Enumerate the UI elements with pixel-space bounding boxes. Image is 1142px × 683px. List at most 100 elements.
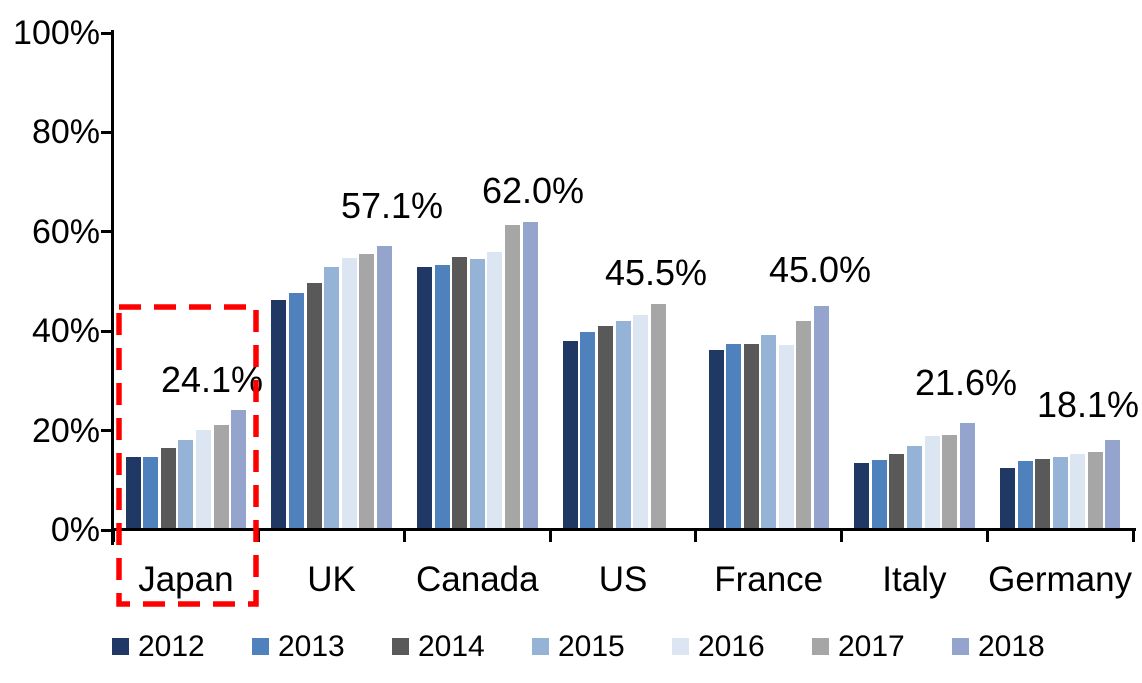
data-label-france: 45.0% [768,249,872,290]
category-label-italy: Italy [882,560,947,599]
legend-item-2014: 2014 [392,630,485,664]
x-tick-2 [402,530,406,542]
bar-2012-uk [271,300,287,530]
bar-2013-uk [288,293,304,530]
category-label-japan: Japan [138,560,234,599]
bar-2015-france [761,334,777,530]
category-label-uk: UK [307,560,356,599]
bar-2018-germany [1105,440,1121,530]
bar-2016-canada [487,251,503,530]
bar-2012-canada [417,266,433,530]
bar-2018-uk [376,246,392,530]
bar-2015-uk [324,267,340,530]
y-axis-line [111,30,114,545]
bar-2014-uk [306,283,322,530]
legend-item-2017: 2017 [812,630,905,664]
bar-2016-us [633,314,649,530]
y-axis-label-60: 60% [31,212,100,251]
bar-2012-japan [125,456,141,530]
bar-2014-us [597,326,613,530]
legend-swatch-2015 [532,638,549,655]
bar-2015-japan [178,440,194,530]
bar-2013-japan [143,456,159,530]
y-axis-label-100: 100% [13,14,100,52]
x-axis-line [111,528,1136,531]
bar-2017-germany [1087,451,1103,530]
legend-label-2018: 2018 [978,630,1045,663]
y-tick-60 [101,230,113,234]
x-tick-5 [840,530,844,542]
bar-2014-france [743,343,759,530]
y-tick-80 [101,130,113,134]
legend-label-2017: 2017 [838,630,905,663]
legend-swatch-2017 [812,638,829,655]
bar-2013-canada [434,265,450,530]
legend-item-2016: 2016 [672,630,765,664]
y-tick-40 [101,329,113,333]
x-tick-3 [548,530,552,542]
bar-2013-germany [1017,460,1033,530]
bar-2016-france [778,344,794,530]
bar-2016-japan [195,430,211,530]
bar-2015-us [615,321,631,530]
y-tick-100 [101,31,113,35]
bar-2017-france [796,320,812,530]
legend-label-2013: 2013 [278,630,345,663]
bar-2013-italy [871,459,887,530]
data-label-canada: 62.0% [481,170,585,211]
data-label-japan: 24.1% [160,359,264,400]
bar-2014-germany [1035,459,1051,530]
y-axis-label-80: 80% [31,113,100,152]
y-axis-label-0: 0% [50,511,100,549]
data-label-us: 45.5% [604,252,708,293]
bar-2012-france [708,349,724,530]
y-axis-label-20: 20% [31,411,100,450]
legend-item-2018: 2018 [952,630,1045,664]
data-label-uk: 57.1% [340,185,444,226]
bar-2017-italy [942,435,958,530]
legend-label-2016: 2016 [698,630,765,663]
bar-2017-us [650,303,666,530]
legend-label-2015: 2015 [558,630,625,663]
bar-2018-france [813,306,829,530]
bar-2017-uk [359,253,375,530]
legend-swatch-2018 [952,638,969,655]
bar-2014-japan [160,448,176,530]
bar-2018-canada [522,221,538,530]
legend-item-2015: 2015 [532,630,625,664]
bar-2013-us [580,332,596,530]
legend-swatch-2013 [252,638,269,655]
category-label-canada: Canada [415,560,539,599]
bar-2013-france [726,343,742,530]
bar-2012-us [562,341,578,530]
bar-2014-italy [889,454,905,530]
y-tick-0 [101,528,113,532]
legend-label-2014: 2014 [418,630,485,663]
legend-swatch-2012 [112,638,129,655]
bar-2014-canada [452,256,468,530]
bar-2017-canada [504,224,520,530]
legend-label-2012: 2012 [138,630,205,663]
x-tick-7 [1131,530,1135,542]
category-label-us: US [598,560,648,599]
bar-2016-uk [341,258,357,530]
category-label-germany: Germany [988,560,1133,599]
legend-swatch-2014 [392,638,409,655]
legend-item-2013: 2013 [252,630,345,664]
data-label-germany: 18.1% [1036,384,1140,425]
bar-2018-japan [231,410,247,530]
x-tick-1 [257,530,261,542]
bar-2015-italy [906,446,922,530]
bar-2016-germany [1070,454,1086,530]
y-tick-20 [101,429,113,433]
y-axis-label-40: 40% [31,312,100,351]
bar-2012-germany [999,467,1015,530]
bar-2018-italy [959,422,975,530]
bar-2012-italy [854,463,870,530]
legend-item-2012: 2012 [112,630,205,664]
category-label-france: France [714,560,824,599]
bar-2017-japan [213,424,229,530]
data-label-italy: 21.6% [914,362,1018,403]
bar-2015-canada [469,259,485,530]
